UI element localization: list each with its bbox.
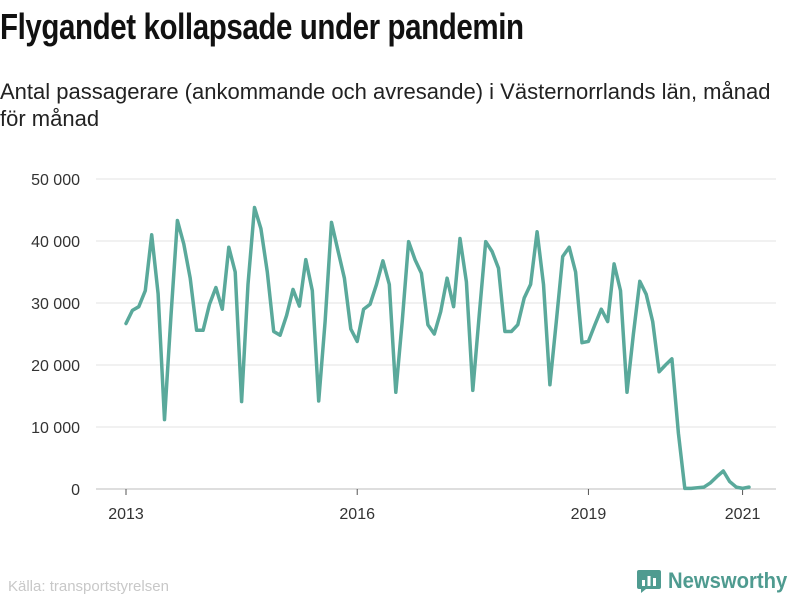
y-tick-label: 50 000 <box>31 172 80 189</box>
brand-name: Newsworthy <box>668 568 788 593</box>
line-chart: 0 10 000 20 000 30 000 40 000 50 000 2013 2016… <box>31 172 776 523</box>
series-line-passengers <box>124 205 751 491</box>
chart-subtitle: Antal passagerare (ankommande och avresa… <box>0 79 771 131</box>
x-tick-label: 2013 <box>108 506 144 523</box>
source-note: Källa: transportstyrelsen <box>8 578 169 595</box>
gridlines <box>96 178 776 490</box>
chart-title: Flygandet kollapsade under pandemin <box>0 6 524 47</box>
y-tick-label: 10 000 <box>31 420 80 437</box>
x-tick-label: 2019 <box>571 506 607 523</box>
y-tick-label: 40 000 <box>31 234 80 251</box>
y-tick-label: 30 000 <box>31 296 80 313</box>
newsworthy-logo-icon <box>637 570 662 593</box>
x-axis: 2013 2016 2019 2021 <box>108 489 760 523</box>
y-tick-label: 0 <box>71 482 80 499</box>
brand: Newsworthy <box>636 568 798 594</box>
x-tick-label: 2021 <box>725 506 761 523</box>
x-tick-label: 2016 <box>339 506 375 523</box>
y-axis: 0 10 000 20 000 30 000 40 000 50 000 <box>31 172 80 499</box>
series-layer <box>124 205 751 491</box>
y-tick-label: 20 000 <box>31 358 80 375</box>
